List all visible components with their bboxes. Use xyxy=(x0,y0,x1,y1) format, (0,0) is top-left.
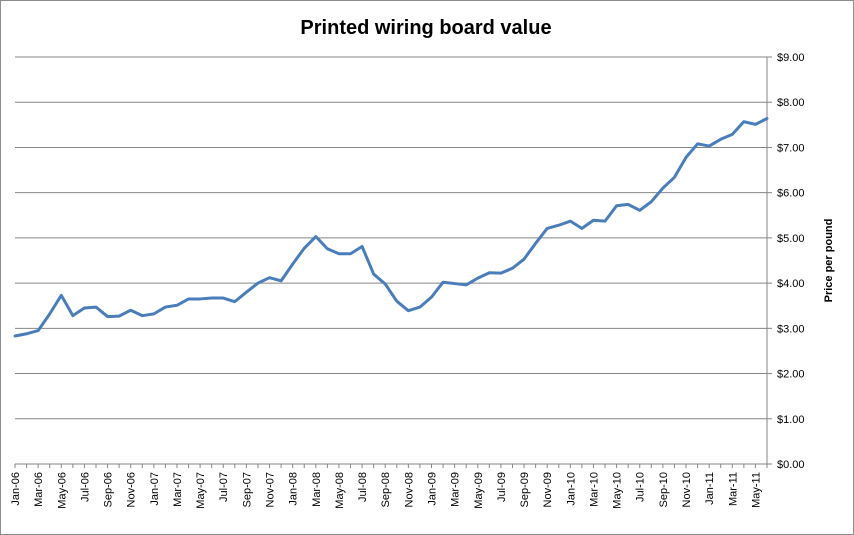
x-tick-label: Mar-09 xyxy=(450,472,462,507)
series-line xyxy=(13,117,769,338)
x-tick-label: Jan-08 xyxy=(288,472,300,506)
y-tick-label: $7.00 xyxy=(777,142,805,154)
x-tick-label: Sep-10 xyxy=(658,472,670,507)
x-tick-label: Sep-08 xyxy=(380,472,392,507)
x-tick-label: Mar-08 xyxy=(311,472,323,507)
y-axis-title: Price per pound xyxy=(823,219,835,303)
y-tick-label: $0.00 xyxy=(777,459,805,471)
x-tick-label: May-06 xyxy=(56,472,68,509)
x-tick-label: Nov-09 xyxy=(542,472,554,507)
y-tick-label: $9.00 xyxy=(777,52,805,64)
y-tick-label: $4.00 xyxy=(777,278,805,290)
chart-title: Printed wiring board value xyxy=(300,17,551,39)
x-tick-label: Jan-10 xyxy=(565,472,577,506)
x-tick-label: Jul-07 xyxy=(218,472,230,502)
x-tick-label: May-07 xyxy=(195,472,207,509)
x-tick-label: Mar-10 xyxy=(588,472,600,507)
x-tick-label: Jul-09 xyxy=(496,472,508,502)
x-tick-label: May-11 xyxy=(750,472,762,508)
x-tick-label: Sep-07 xyxy=(241,472,253,507)
x-tick-label: Mar-06 xyxy=(33,472,45,507)
x-tick-label: Mar-11 xyxy=(727,472,739,506)
y-tick-label: $8.00 xyxy=(777,97,805,109)
y-tick-label: $3.00 xyxy=(777,323,805,335)
y-tick-label: $6.00 xyxy=(777,188,805,200)
x-tick-label: Jul-08 xyxy=(357,472,369,502)
x-tick-label: Jan-11 xyxy=(704,472,716,505)
y-tick-label: $5.00 xyxy=(777,233,805,245)
x-tick-label: Nov-08 xyxy=(403,472,415,507)
y-tick-label: $1.00 xyxy=(777,414,805,426)
x-tick-label: Nov-06 xyxy=(126,472,138,507)
x-tick-label: May-08 xyxy=(334,472,346,509)
x-tick-label: Nov-07 xyxy=(265,472,277,507)
x-tick-label: Sep-09 xyxy=(519,472,531,507)
x-tick-label: Sep-06 xyxy=(103,472,115,507)
x-tick-label: May-09 xyxy=(473,472,485,509)
x-tick-label: Jan-07 xyxy=(149,472,161,506)
x-tick-label: Mar-07 xyxy=(172,472,184,507)
x-tick-label: Jan-06 xyxy=(10,472,22,506)
x-tick-label: May-10 xyxy=(612,472,624,509)
x-tick-label: Nov-10 xyxy=(681,472,693,507)
y-tick-label: $2.00 xyxy=(777,369,805,381)
x-tick-label: Jul-10 xyxy=(635,472,647,502)
x-tick-label: Jul-06 xyxy=(79,472,91,502)
x-tick-label: Jan-09 xyxy=(426,472,438,506)
